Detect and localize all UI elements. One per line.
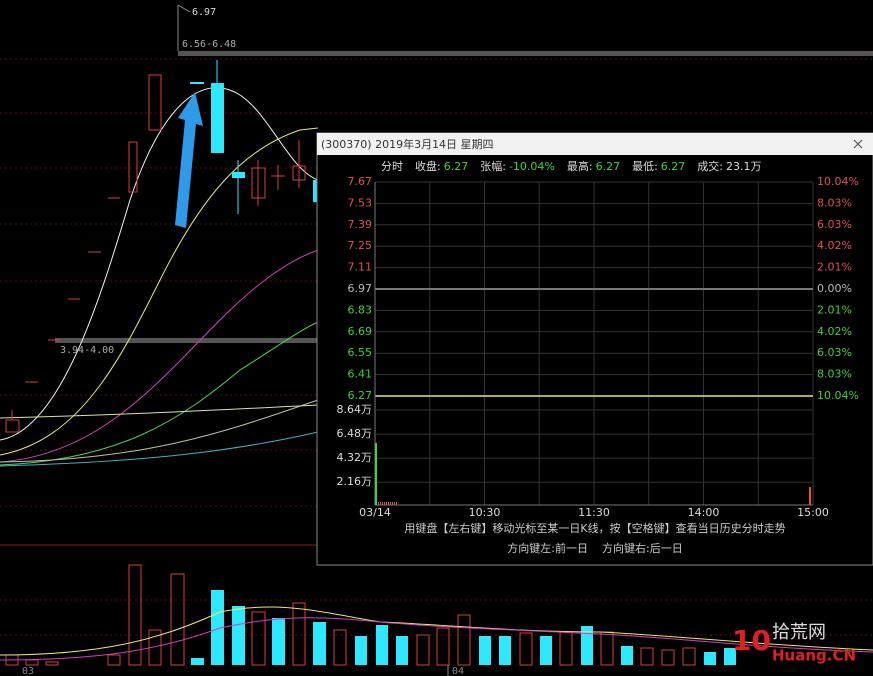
info-item: 收盘:	[415, 159, 441, 173]
watermark-logo: 10	[732, 624, 771, 657]
percent-label: 10.04%	[817, 175, 859, 188]
volume-tick	[392, 502, 393, 505]
info-item: 最高:	[567, 159, 593, 173]
percent-label: 8.03%	[817, 196, 852, 209]
upper-band-label: 6.56-6.48	[182, 39, 236, 50]
lower-band	[55, 338, 318, 343]
volume-tick	[390, 502, 391, 505]
time-label: 14:00	[688, 506, 720, 519]
popup-title: (300370) 2019年3月14日 星期四	[321, 137, 494, 151]
volume-tick	[386, 502, 387, 505]
percent-label: 8.03%	[817, 368, 852, 381]
price-label: 7.11	[348, 261, 373, 274]
intraday-chart: 分时 收盘: 6.27 张幅: -10.04% 最高: 6.27 最低: 6.27 成交: 23.1…	[337, 159, 859, 555]
percent-label: 4.02%	[817, 325, 852, 338]
price-label: 7.25	[348, 239, 373, 252]
time-label: 03/14	[359, 506, 391, 519]
price-label: 6.41	[348, 368, 373, 381]
price-label: 7.39	[348, 218, 373, 231]
percent-label: 0.00%	[817, 282, 852, 295]
watermark: 10 拾荒网 Huang.CN	[732, 622, 856, 665]
hint-line: 用键盘【左右键】移动光标至某一日K线，按【空格键】查看当日历史分时走势	[404, 521, 785, 535]
volume-label: 2.16万	[337, 475, 373, 488]
percent-label: 6.03%	[817, 218, 852, 231]
popup-titlebar	[317, 133, 873, 155]
volume-bars	[0, 564, 873, 666]
price-label: 7.67	[348, 175, 373, 188]
info-item: -10.04%	[509, 160, 555, 173]
arrow-annotation	[175, 92, 203, 228]
price-label: 6.69	[348, 325, 373, 338]
info-item: 6.27	[596, 160, 621, 173]
volume-tick	[388, 502, 389, 505]
info-item: 分时	[381, 160, 403, 173]
volume-tick	[382, 502, 383, 505]
percent-label: 2.01%	[817, 303, 852, 316]
volume-tick	[384, 502, 385, 505]
percent-label: 6.03%	[817, 346, 852, 359]
candles	[5, 74, 306, 433]
close-button[interactable]	[848, 136, 868, 152]
lower-band-label: 3.94-4.00	[60, 345, 114, 356]
info-item: 23.1万	[726, 160, 762, 173]
volume-tick	[380, 502, 381, 505]
popup-frame	[316, 132, 873, 566]
watermark-brand: 拾荒网	[772, 622, 826, 643]
price-label: 6.27	[348, 389, 373, 402]
time-label: 11:30	[578, 506, 610, 519]
hint-line: 方向键左:前一日 方向键右:后一日	[507, 541, 682, 555]
info-item: 最低:	[632, 160, 658, 173]
popup-window: (300370) 2019年3月14日 星期四 分时 收盘: 6.27 张幅: -10.…	[316, 132, 873, 566]
percent-label: 2.01%	[817, 261, 852, 274]
x-label: 04	[452, 666, 464, 676]
info-item: 6.27	[444, 160, 469, 173]
volume-tick	[396, 502, 397, 505]
info-item: 张幅:	[480, 160, 506, 173]
percent-label: 4.02%	[817, 239, 852, 252]
candles-down	[190, 60, 318, 214]
upper-band	[178, 51, 873, 56]
volume-label: 6.48万	[337, 427, 373, 440]
volume-tick	[394, 502, 395, 505]
volume-label: 8.64万	[337, 403, 373, 416]
percent-label: 10.04%	[817, 389, 859, 402]
volume-spike	[809, 487, 811, 505]
price-label: 7.53	[348, 196, 373, 209]
watermark-site: Huang.CN	[772, 647, 856, 665]
time-label: 10:30	[469, 506, 501, 519]
peak-marker	[177, 4, 191, 13]
time-label: 15:00	[797, 506, 829, 519]
x-label: 03	[22, 666, 34, 676]
peak-label: 6.97	[192, 7, 216, 18]
price-label: 6.55	[348, 346, 373, 359]
volume-spike	[375, 443, 377, 505]
volume-tick	[378, 502, 379, 505]
price-label: 6.83	[348, 303, 373, 316]
volume-label: 4.32万	[337, 451, 373, 464]
price-label: 6.97	[348, 282, 373, 295]
moving-averages	[0, 87, 319, 467]
info-item: 成交:	[697, 159, 723, 173]
info-item: 6.27	[661, 160, 686, 173]
